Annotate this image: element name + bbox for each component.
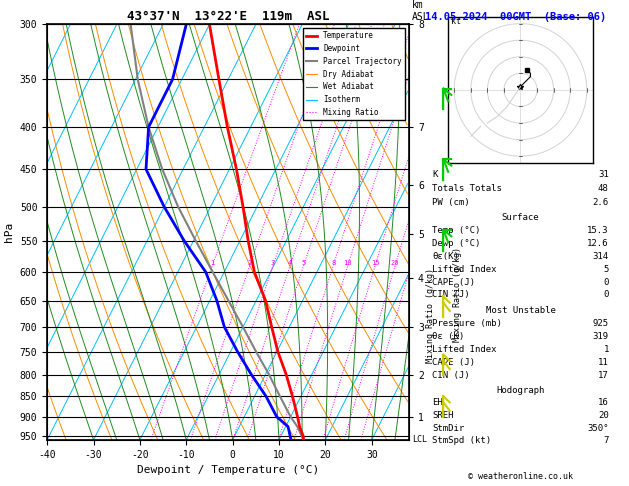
Text: Hodograph: Hodograph (496, 386, 545, 395)
Text: Temp (°C): Temp (°C) (432, 226, 481, 235)
Text: 350°: 350° (587, 424, 609, 433)
Text: 15.3: 15.3 (587, 226, 609, 235)
Text: Lifted Index: Lifted Index (432, 265, 497, 274)
Text: km
ASL: km ASL (412, 0, 430, 22)
Text: 7: 7 (603, 436, 609, 445)
Text: 4: 4 (288, 260, 292, 266)
Text: CIN (J): CIN (J) (432, 291, 470, 299)
Text: 5: 5 (603, 265, 609, 274)
Text: kt: kt (451, 17, 461, 26)
Text: 31: 31 (598, 170, 609, 179)
Text: 1: 1 (603, 345, 609, 354)
Text: θε(K): θε(K) (432, 252, 459, 261)
Text: 48: 48 (598, 184, 609, 193)
Text: Mixing Ratio (g/kg): Mixing Ratio (g/kg) (426, 268, 435, 363)
Text: PW (cm): PW (cm) (432, 198, 470, 207)
Y-axis label: hPa: hPa (4, 222, 14, 242)
Text: StmDir: StmDir (432, 424, 464, 433)
Text: 12.6: 12.6 (587, 239, 609, 248)
Title: 43°37'N  13°22'E  119m  ASL: 43°37'N 13°22'E 119m ASL (127, 10, 329, 23)
Text: Surface: Surface (502, 213, 539, 222)
Text: 17: 17 (598, 370, 609, 380)
Text: 14.05.2024  00GMT  (Base: 06): 14.05.2024 00GMT (Base: 06) (425, 12, 606, 22)
Text: 314: 314 (593, 252, 609, 261)
Text: 319: 319 (593, 331, 609, 341)
Text: 0: 0 (603, 291, 609, 299)
Text: Lifted Index: Lifted Index (432, 345, 497, 354)
Text: 10: 10 (343, 260, 352, 266)
Text: Pressure (mb): Pressure (mb) (432, 319, 502, 328)
Text: LCL: LCL (413, 435, 428, 444)
Text: θε (K): θε (K) (432, 331, 464, 341)
Text: 925: 925 (593, 319, 609, 328)
Text: Totals Totals: Totals Totals (432, 184, 502, 193)
Text: 20: 20 (391, 260, 399, 266)
Text: CAPE (J): CAPE (J) (432, 278, 476, 287)
Text: Dewp (°C): Dewp (°C) (432, 239, 481, 248)
Text: K: K (432, 170, 438, 179)
Legend: Temperature, Dewpoint, Parcel Trajectory, Dry Adiabat, Wet Adiabat, Isotherm, Mi: Temperature, Dewpoint, Parcel Trajectory… (303, 28, 405, 120)
Text: CAPE (J): CAPE (J) (432, 358, 476, 366)
X-axis label: Dewpoint / Temperature (°C): Dewpoint / Temperature (°C) (137, 465, 319, 475)
Text: 0: 0 (603, 278, 609, 287)
Text: 2: 2 (248, 260, 252, 266)
Text: 5: 5 (301, 260, 306, 266)
Text: Most Unstable: Most Unstable (486, 306, 555, 315)
Text: 16: 16 (598, 399, 609, 407)
Text: 8: 8 (331, 260, 335, 266)
Text: 20: 20 (598, 411, 609, 420)
Text: 15: 15 (370, 260, 379, 266)
Text: Mixing Ratio (g/kg): Mixing Ratio (g/kg) (454, 247, 462, 342)
Text: 2.6: 2.6 (593, 198, 609, 207)
Text: CIN (J): CIN (J) (432, 370, 470, 380)
Text: StmSpd (kt): StmSpd (kt) (432, 436, 491, 445)
Text: SREH: SREH (432, 411, 454, 420)
Text: 3: 3 (270, 260, 275, 266)
Text: 11: 11 (598, 358, 609, 366)
Text: © weatheronline.co.uk: © weatheronline.co.uk (468, 472, 573, 481)
Text: EH: EH (432, 399, 443, 407)
Text: 1: 1 (210, 260, 214, 266)
